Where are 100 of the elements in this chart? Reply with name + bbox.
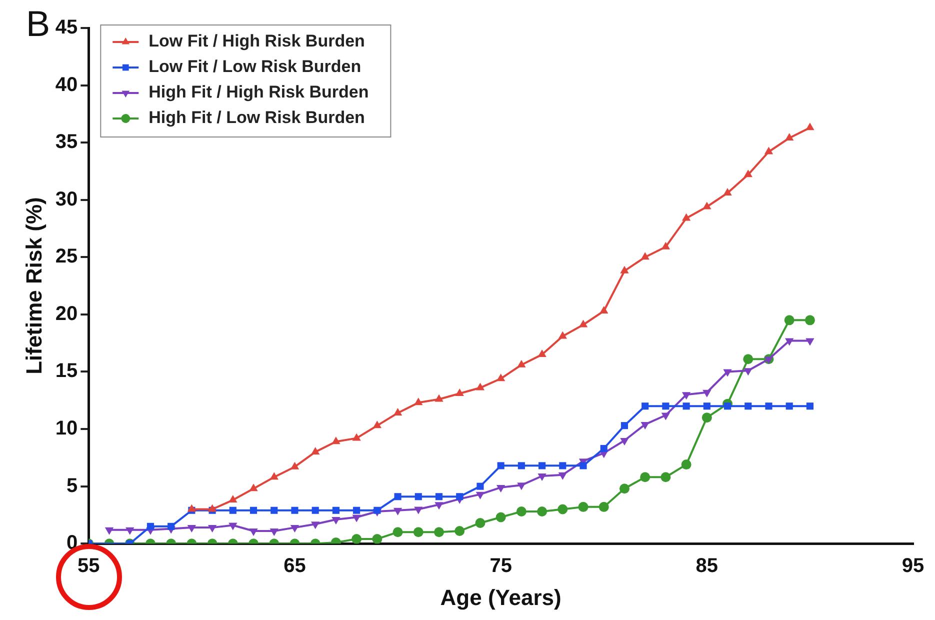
point	[476, 382, 485, 390]
point	[249, 528, 258, 536]
point	[413, 527, 424, 538]
point	[394, 493, 402, 500]
point	[270, 472, 278, 480]
point	[250, 506, 258, 514]
point	[352, 433, 361, 441]
point	[744, 402, 752, 410]
point	[456, 493, 464, 500]
point	[126, 527, 134, 535]
x-tick-label: 95	[902, 555, 924, 578]
point	[374, 506, 381, 514]
legend-label: High Fit / Low Risk Burden	[148, 108, 365, 128]
point	[454, 526, 465, 536]
point	[578, 320, 588, 328]
y-tick-label: 15	[55, 360, 78, 382]
point	[620, 266, 629, 274]
point	[104, 527, 114, 535]
point	[806, 122, 814, 130]
point	[642, 402, 649, 410]
point	[538, 474, 546, 481]
y-tick-label: 5	[66, 474, 78, 497]
legend-label: Low Fit / High Risk Burden	[148, 32, 365, 51]
point	[496, 484, 506, 492]
point	[187, 525, 196, 533]
point	[393, 508, 402, 516]
point	[786, 402, 793, 410]
point	[559, 462, 566, 470]
point	[414, 398, 423, 406]
point	[434, 527, 444, 538]
point	[353, 506, 360, 514]
point	[661, 412, 670, 420]
point	[806, 402, 814, 410]
point	[681, 460, 692, 470]
point	[558, 331, 567, 339]
point	[517, 360, 526, 368]
point	[703, 402, 710, 410]
point	[249, 484, 258, 492]
point	[640, 252, 650, 260]
point	[229, 506, 236, 514]
point	[311, 522, 320, 530]
point	[517, 482, 526, 490]
point	[332, 436, 340, 444]
y-tick-label: 0	[66, 532, 78, 554]
y-tick-label: 10	[55, 418, 78, 440]
text: B	[26, 2, 50, 44]
x-tick-label: 85	[696, 555, 718, 578]
point	[372, 420, 382, 428]
legend-label: High Fit / High Risk Burden	[148, 82, 369, 102]
point	[332, 506, 340, 514]
point	[804, 315, 815, 326]
point	[518, 462, 525, 470]
point	[516, 506, 526, 517]
point	[640, 472, 650, 482]
y-axis-title: Lifetime Risk (%)	[21, 197, 46, 374]
x-tick-label: 55	[78, 555, 100, 578]
point	[702, 390, 712, 398]
point	[497, 462, 504, 470]
point	[537, 506, 548, 517]
point	[723, 188, 732, 196]
x-axis-title: Age (Years)	[440, 584, 562, 610]
point	[146, 522, 154, 530]
point	[724, 402, 732, 410]
point	[538, 350, 546, 358]
point	[228, 495, 238, 503]
point	[558, 472, 567, 480]
y-tick-label: 25	[55, 246, 78, 268]
point	[435, 493, 443, 500]
point	[392, 527, 403, 538]
point	[270, 506, 278, 514]
point	[352, 534, 362, 544]
point	[598, 502, 609, 512]
point	[476, 482, 484, 490]
point	[538, 462, 546, 470]
point	[352, 514, 361, 522]
point	[270, 528, 278, 536]
point	[600, 306, 608, 314]
point	[228, 522, 238, 530]
point	[168, 522, 175, 530]
point	[764, 146, 774, 154]
point	[476, 492, 485, 500]
point	[662, 402, 670, 410]
point	[784, 315, 794, 326]
point	[578, 502, 588, 512]
point	[475, 518, 486, 528]
point	[393, 408, 402, 416]
y-tick-label: 45	[55, 16, 78, 39]
point	[414, 493, 422, 500]
y-tick-label: 40	[55, 74, 78, 96]
y-tick-label: 30	[55, 188, 78, 210]
point	[743, 354, 754, 364]
point	[682, 402, 690, 410]
point	[372, 534, 382, 544]
point	[744, 170, 752, 178]
point	[496, 512, 506, 522]
point	[558, 504, 568, 514]
point	[702, 412, 712, 423]
point	[455, 388, 464, 396]
point	[312, 506, 319, 514]
point	[619, 484, 630, 494]
